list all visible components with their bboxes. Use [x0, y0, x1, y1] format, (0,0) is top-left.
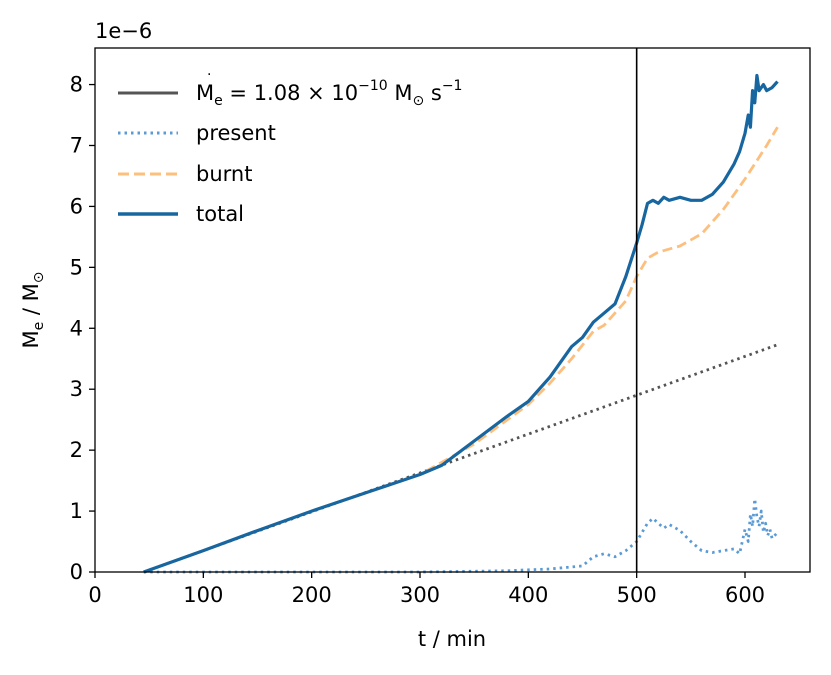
x-tick-label: 200 — [292, 583, 332, 607]
plot-frame — [94, 47, 811, 573]
y-tick-label: 2 — [70, 438, 83, 462]
y-tick-label: 4 — [70, 316, 83, 340]
series-total-line — [143, 73, 779, 574]
ticks-layer: 0 100 200 300 400 500 600 0 1 2 3 4 5 6 7 8 — [70, 73, 765, 607]
x-axis-label: t / min — [418, 627, 486, 651]
y-tick-label: 3 — [70, 377, 83, 401]
x-tick-label: 400 — [508, 583, 548, 607]
y-axis-label: Me / M⊙ — [19, 271, 47, 348]
legend-label-total: total — [196, 202, 244, 226]
x-tick-label: 300 — [400, 583, 440, 607]
x-tick-label: 500 — [617, 583, 657, 607]
y-tick-label: 1 — [70, 499, 83, 523]
y-tick-label: 5 — [70, 255, 83, 279]
legend-label-reference: Me = 1.08 × 10−10 M⊙ s−1 — [196, 78, 462, 109]
y-tick-label: 0 — [70, 560, 83, 584]
legend-label-present: present — [196, 121, 276, 145]
legend-label-burnt: burnt — [196, 162, 252, 186]
legend: Me = 1.08 × 10−10 M⊙ s−1 · present burnt… — [118, 67, 462, 226]
series-layer — [143, 73, 779, 574]
x-tick-label: 0 — [88, 583, 101, 607]
y-tick-label: 6 — [70, 194, 83, 218]
y-multiplier-label: 1e−6 — [95, 19, 152, 43]
x-tick-label: 600 — [725, 583, 765, 607]
x-tick-label: 100 — [183, 583, 223, 607]
series-present-line — [143, 497, 779, 574]
y-tick-label: 7 — [70, 133, 83, 157]
y-tick-label: 8 — [70, 73, 83, 97]
legend-mdot-accent: · — [207, 67, 211, 83]
